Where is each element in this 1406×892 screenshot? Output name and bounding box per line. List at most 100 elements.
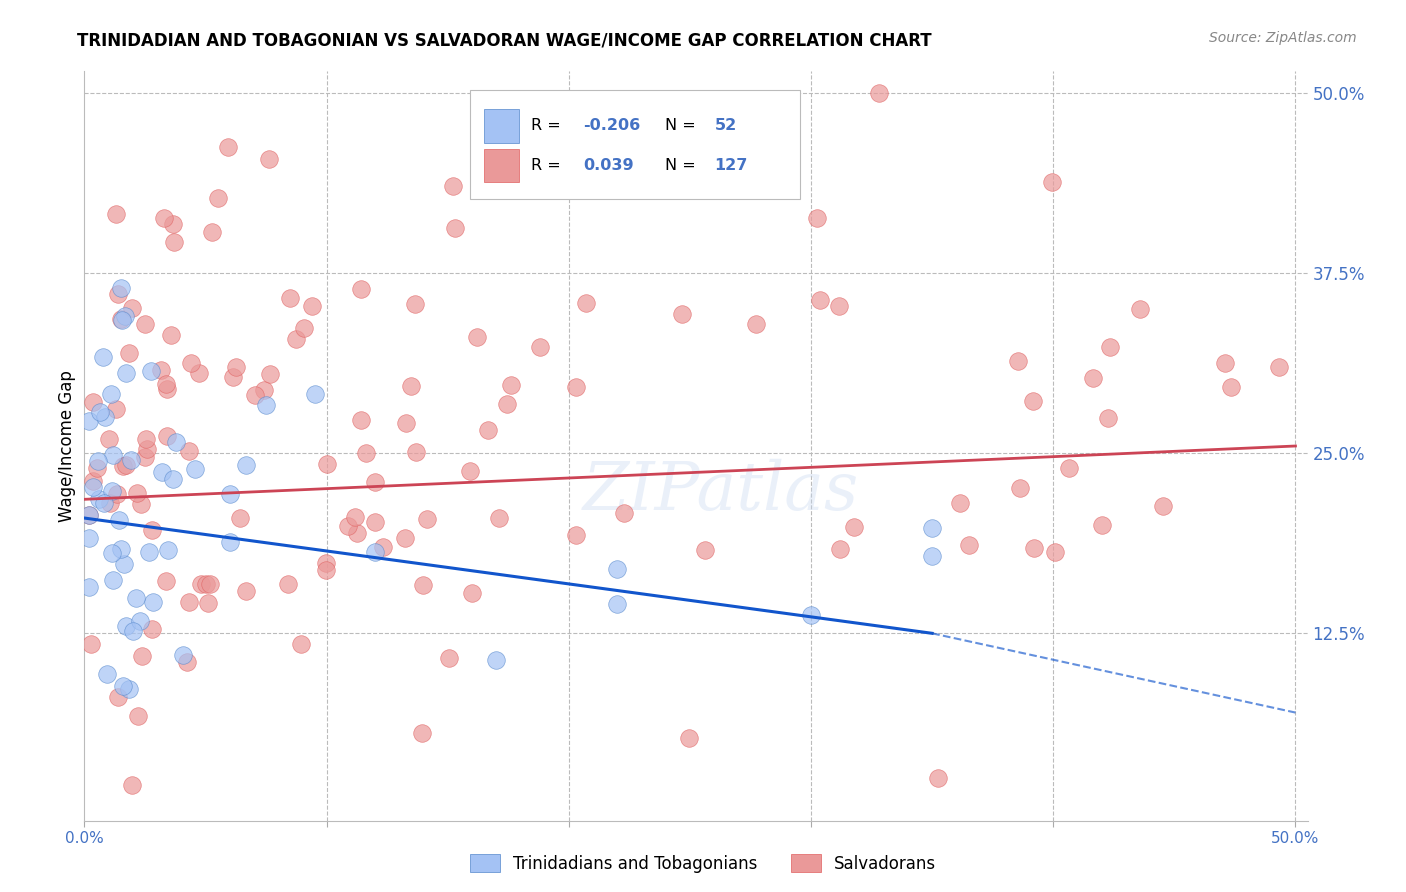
Point xyxy=(110,541,132,556)
Point xyxy=(695,543,717,558)
Point xyxy=(235,458,257,472)
Point xyxy=(77,508,100,522)
Point xyxy=(77,508,100,522)
Point xyxy=(160,327,183,342)
Point xyxy=(1040,175,1063,189)
Point xyxy=(364,544,387,558)
Point xyxy=(127,486,149,500)
Point xyxy=(405,445,427,459)
Point xyxy=(80,637,103,651)
Point xyxy=(499,378,522,392)
Point xyxy=(1267,360,1289,375)
Point xyxy=(141,622,163,636)
Point xyxy=(172,648,194,663)
Point xyxy=(86,460,108,475)
Point xyxy=(395,417,418,431)
Point xyxy=(111,679,134,693)
Point xyxy=(105,487,128,501)
Point xyxy=(404,297,426,311)
Text: 0.039: 0.039 xyxy=(583,158,634,173)
Point xyxy=(315,457,337,471)
Point xyxy=(89,405,111,419)
Point xyxy=(112,459,135,474)
Point xyxy=(259,368,281,382)
Point xyxy=(373,540,395,554)
Point xyxy=(163,235,186,249)
Point xyxy=(155,376,177,391)
Point xyxy=(129,497,152,511)
Text: 127: 127 xyxy=(714,158,748,173)
Point xyxy=(118,682,141,697)
Point xyxy=(461,586,484,600)
Point xyxy=(77,531,100,545)
Point xyxy=(115,366,138,380)
Point xyxy=(142,595,165,609)
Point xyxy=(304,387,326,401)
Text: N =: N = xyxy=(665,158,702,173)
Point xyxy=(150,363,173,377)
Point xyxy=(112,557,135,571)
Point xyxy=(800,607,823,622)
Point xyxy=(194,577,217,591)
Point xyxy=(129,615,152,629)
Point xyxy=(82,395,104,409)
Point xyxy=(416,512,439,526)
Point xyxy=(217,140,239,154)
Bar xyxy=(484,149,519,182)
Point xyxy=(1043,545,1066,559)
Point xyxy=(93,496,115,510)
Point xyxy=(87,454,110,468)
Point xyxy=(107,286,129,301)
Point xyxy=(197,597,219,611)
Point xyxy=(120,453,142,467)
Point xyxy=(806,211,828,225)
Point xyxy=(134,450,156,464)
Point xyxy=(277,576,299,591)
Point xyxy=(290,637,312,651)
Point xyxy=(180,356,202,370)
Text: TRINIDADIAN AND TOBAGONIAN VS SALVADORAN WAGE/INCOME GAP CORRELATION CHART: TRINIDADIAN AND TOBAGONIAN VS SALVADORAN… xyxy=(77,31,932,49)
Point xyxy=(828,299,851,313)
Point xyxy=(110,312,132,326)
Point xyxy=(336,519,359,533)
Point xyxy=(564,527,586,541)
Point xyxy=(91,350,114,364)
Point xyxy=(94,409,117,424)
Point xyxy=(613,506,636,520)
Point xyxy=(201,225,224,239)
Point xyxy=(439,650,461,665)
Point xyxy=(141,363,163,377)
Point xyxy=(87,492,110,507)
Point xyxy=(138,545,160,559)
Point xyxy=(285,332,308,346)
Point xyxy=(292,320,315,334)
Point xyxy=(98,496,121,510)
Point xyxy=(243,388,266,402)
Point xyxy=(257,152,280,166)
Point xyxy=(278,291,301,305)
Point xyxy=(606,598,628,612)
Point xyxy=(118,346,141,360)
Point xyxy=(134,317,156,331)
Point xyxy=(485,653,508,667)
Point xyxy=(235,584,257,599)
Point xyxy=(1152,499,1174,513)
Text: -0.206: -0.206 xyxy=(583,118,641,133)
Point xyxy=(671,307,693,321)
Point xyxy=(467,330,489,344)
Point xyxy=(198,577,221,591)
Point xyxy=(364,475,387,490)
Y-axis label: Wage/Income Gap: Wage/Income Gap xyxy=(58,370,76,522)
Point xyxy=(141,523,163,537)
Legend: Trinidadians and Tobagonians, Salvadorans: Trinidadians and Tobagonians, Salvadoran… xyxy=(463,847,943,880)
Point xyxy=(488,511,510,525)
Point xyxy=(1219,380,1241,394)
Point xyxy=(101,573,124,587)
Point xyxy=(225,360,247,375)
Point xyxy=(350,281,373,295)
Point xyxy=(222,370,245,384)
Point xyxy=(207,191,229,205)
Point xyxy=(529,340,551,354)
Point xyxy=(229,510,252,524)
Point xyxy=(114,309,136,323)
